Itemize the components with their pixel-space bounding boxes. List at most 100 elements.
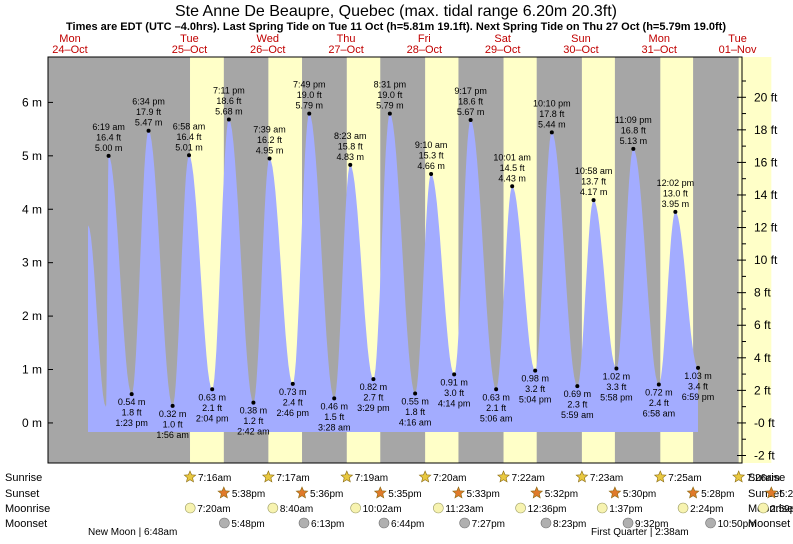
high-tide-label: 13.7 ft [581, 177, 607, 187]
sunrise-icon [653, 470, 667, 483]
tide-point [510, 184, 515, 189]
sunset-icon [295, 486, 309, 499]
tide-point [387, 111, 392, 116]
tide-point [452, 372, 457, 377]
moonrise-icon [184, 502, 196, 514]
low-tide-label: 3:29 pm [357, 403, 390, 413]
moonrise-icon [267, 502, 279, 514]
y-tick-label-ft: 14 ft [754, 188, 778, 202]
high-tide-label: 19.0 ft [297, 90, 323, 100]
moon-phase-first-quarter: First Quarter | 2:38am [591, 527, 689, 538]
y-tick-label-m: 6 m [22, 95, 42, 109]
tide-point [267, 156, 272, 161]
high-tide-label: 5.00 m [95, 143, 123, 153]
tide-point [614, 366, 619, 371]
moonrise-icon [757, 502, 769, 514]
sunrise-time: 7:16am [198, 473, 231, 484]
y-tick-label-m: 5 m [22, 149, 42, 163]
tide-point [533, 368, 538, 373]
moonrise-time: 8:40am [280, 504, 313, 515]
high-tide-label: 9:10 am [415, 140, 448, 150]
high-tide-label: 5.67 m [457, 107, 485, 117]
low-tide-label: 2.1 ft [486, 403, 507, 413]
low-tide-label: 3.3 ft [606, 382, 627, 392]
low-tide-label: 0.73 m [279, 387, 307, 397]
high-tide-label: 18.6 ft [458, 97, 484, 107]
row-label-left-sunrise: Sunrise [5, 472, 42, 484]
low-tide-label: 2:42 am [237, 427, 270, 437]
sunset-time: 5:28pm [701, 489, 734, 500]
day-name: Fri [418, 33, 431, 45]
moonset-time: 5:48pm [231, 519, 264, 530]
low-tide-label: 5:04 pm [519, 395, 552, 405]
y-tick-label-ft: 10 ft [754, 253, 778, 267]
sunset-time: 5:32pm [545, 489, 578, 500]
low-tide-label: 0.72 m [645, 387, 673, 397]
tide-point [575, 384, 580, 389]
low-tide-label: 1:56 am [156, 430, 189, 440]
moonrise-time: 11:23am [445, 504, 483, 515]
sunset-icon [373, 486, 387, 499]
tide-point [307, 111, 312, 116]
low-tide-label: 2.4 ft [283, 397, 304, 407]
row-label-left-moonset: Moonset [5, 518, 47, 530]
tide-point [226, 117, 231, 122]
moonset-time: 7:27pm [472, 519, 505, 530]
moonrise-time: 1:37pm [609, 504, 642, 515]
tide-point [429, 171, 434, 176]
moonrise-icon [596, 502, 608, 514]
sunrise-time: 7:20am [433, 473, 466, 484]
high-tide-label: 14.5 ft [500, 163, 526, 173]
y-tick-label-m: 1 m [22, 363, 42, 377]
high-tide-label: 16.8 ft [621, 125, 647, 135]
sunrise-time: 7:23am [590, 473, 623, 484]
tide-point [494, 387, 499, 392]
high-tide-label: 15.8 ft [338, 141, 364, 151]
low-tide-label: 2.1 ft [202, 403, 223, 413]
tide-point [210, 387, 215, 392]
high-tide-label: 4.66 m [417, 161, 445, 171]
moonset-icon [540, 517, 552, 529]
low-tide-label: 0.82 m [360, 382, 388, 392]
day-date: 28–Oct [407, 44, 442, 56]
y-tick-label-m: 3 m [22, 256, 42, 270]
low-tide-label: 4:14 pm [438, 398, 471, 408]
low-tide-label: 3:28 am [318, 422, 351, 432]
tide-point [468, 118, 473, 123]
high-tide-label: 16.2 ft [257, 135, 283, 145]
high-tide-label: 4.43 m [498, 173, 526, 183]
low-tide-label: 2:04 pm [196, 413, 229, 423]
row-label-right-sunrise: Sunrise [748, 472, 785, 484]
sunset-icon [686, 486, 700, 499]
low-tide-label: 0.63 m [482, 392, 510, 402]
high-tide-label: 6:19 am [92, 122, 125, 132]
high-tide-label: 5.13 m [620, 136, 648, 146]
low-tide-label: 6:58 am [643, 408, 676, 418]
y-tick-label-ft: -2 ft [754, 448, 775, 462]
tide-point [673, 209, 678, 214]
high-tide-label: 17.8 ft [539, 109, 565, 119]
high-tide-label: 12:02 pm [657, 178, 695, 188]
high-tide-label: 13.0 ft [663, 188, 689, 198]
high-tide-label: 17.9 ft [136, 107, 162, 117]
high-tide-label: 7:11 pm [213, 86, 245, 96]
low-tide-label: 3.2 ft [525, 384, 546, 394]
sunrise-icon [261, 470, 275, 483]
y-tick-label-m: 0 m [22, 416, 42, 430]
day-name: Sun [571, 33, 591, 45]
low-tide-label: 5:06 am [480, 413, 513, 423]
moonset-time: 8:23pm [553, 519, 586, 530]
moonset-icon [378, 517, 390, 529]
high-tide-label: 4.17 m [580, 187, 608, 197]
day-name: Thu [337, 33, 356, 45]
low-tide-label: 3.4 ft [688, 381, 709, 391]
sunrise-icon [575, 470, 589, 483]
day-name: Mon [59, 33, 80, 45]
low-tide-label: 0.55 m [401, 397, 429, 407]
tide-area [88, 113, 698, 433]
moonset-icon [219, 517, 230, 529]
